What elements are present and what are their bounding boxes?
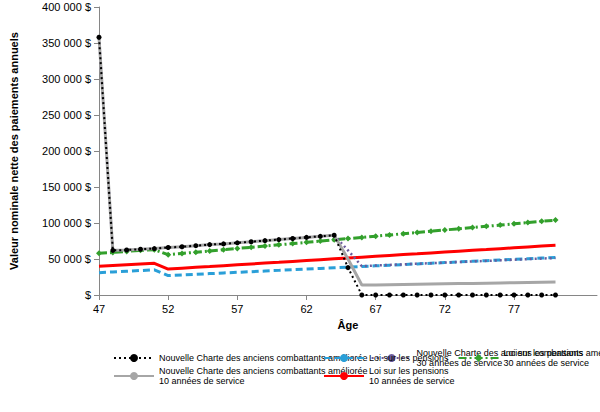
svg-text:30 années de service: 30 années de service [504, 358, 590, 368]
svg-text:Valeur nominale nette des paie: Valeur nominale nette des paiements annu… [8, 32, 20, 270]
svg-text:47: 47 [93, 303, 105, 315]
svg-text:150 000 $: 150 000 $ [42, 181, 91, 193]
svg-text:77: 77 [508, 303, 520, 315]
svg-text:10 années de service: 10 années de service [369, 376, 455, 386]
svg-text:Loi sur les pensions: Loi sur les pensions [369, 353, 449, 363]
svg-text:67: 67 [370, 303, 382, 315]
svg-text:400 000 $: 400 000 $ [42, 1, 91, 13]
svg-text:350 000 $: 350 000 $ [42, 37, 91, 49]
svg-text:Âge: Âge [338, 319, 359, 331]
svg-text:Nouvelle Charte des anciens co: Nouvelle Charte des anciens combattants … [159, 366, 368, 376]
svg-text:Nouvelle Charte des anciens co: Nouvelle Charte des anciens combattants … [159, 353, 368, 363]
svg-text:100 000 $: 100 000 $ [42, 217, 91, 229]
svg-text:62: 62 [300, 303, 312, 315]
svg-text:52: 52 [162, 303, 174, 315]
svg-text:300 000 $: 300 000 $ [42, 73, 91, 85]
svg-text:30 années de service: 30 années de service [416, 358, 503, 368]
svg-text:$: $ [85, 289, 91, 301]
svg-text:250 000 $: 250 000 $ [42, 109, 91, 121]
svg-text:Loi sur les pensions: Loi sur les pensions [369, 366, 449, 376]
svg-text:72: 72 [439, 303, 451, 315]
svg-text:50 000 $: 50 000 $ [48, 253, 91, 265]
svg-text:10 années de service: 10 années de service [159, 376, 245, 386]
svg-text:200 000 $: 200 000 $ [42, 145, 91, 157]
svg-text:57: 57 [231, 303, 243, 315]
svg-text:Loi sur les pensions: Loi sur les pensions [504, 348, 584, 358]
